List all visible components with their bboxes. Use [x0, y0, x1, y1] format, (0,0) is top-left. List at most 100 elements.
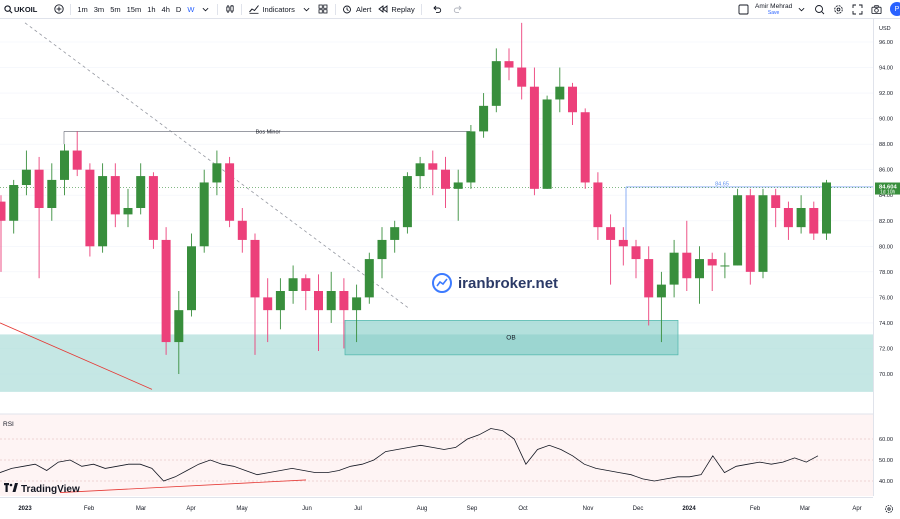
candle-body: [187, 246, 196, 311]
y-tick-label: 70.00: [879, 372, 893, 378]
publish-button[interactable]: P: [890, 2, 900, 16]
candle-body: [47, 179, 57, 208]
y-tick-label: 96.00: [879, 40, 893, 46]
y-tick-label: 80.00: [879, 244, 893, 250]
ob-box: [344, 320, 679, 356]
interval-d[interactable]: D: [175, 4, 182, 14]
watermark: iranbroker.net: [432, 273, 558, 293]
compare-symbol-button[interactable]: [50, 0, 67, 18]
x-tick-label: Mar: [800, 506, 810, 512]
interval-dropdown[interactable]: [197, 0, 214, 18]
dashed-trendline: [24, 22, 409, 308]
axis-settings-button[interactable]: [884, 501, 894, 519]
price-scale[interactable]: USD 70.00 72.00 74.00 76.00 78.00 80.00 82.00 8…: [873, 19, 900, 496]
candle: [580, 108, 590, 189]
candle: [136, 163, 146, 215]
ob-label: OB: [506, 335, 515, 342]
chevron-down-icon: [301, 4, 312, 15]
currency-label: USD: [879, 26, 891, 32]
divider: [334, 3, 336, 15]
interval-3m[interactable]: 3m: [93, 4, 105, 14]
alert-button[interactable]: Alert: [339, 0, 374, 18]
candle: [491, 48, 501, 113]
symbol-search[interactable]: UKOIL: [0, 0, 40, 18]
y-tick-label: 88.00: [879, 142, 893, 148]
candle-body: [796, 208, 806, 228]
candle-body: [644, 259, 654, 298]
x-tick-label: Aug: [417, 506, 428, 512]
candle: [60, 144, 69, 196]
candle-body: [72, 150, 82, 170]
candle-body: [466, 131, 476, 183]
chart-type-button[interactable]: [221, 0, 238, 18]
candle-body: [568, 86, 577, 113]
layout-name-button[interactable]: Amir Mehrad Save: [755, 3, 792, 16]
candle-body: [161, 239, 171, 343]
candle: [529, 67, 539, 196]
layout-box-icon[interactable]: [738, 4, 749, 15]
candle: [377, 227, 387, 279]
interval-4h[interactable]: 4h: [161, 4, 170, 14]
interval-15m[interactable]: 15m: [126, 4, 142, 14]
candle: [466, 125, 476, 189]
x-tick-label: Feb: [750, 506, 761, 512]
candle: [682, 220, 692, 291]
candle: [288, 265, 298, 304]
candle: [504, 48, 514, 81]
quick-search-icon[interactable]: [814, 4, 825, 15]
candle: [161, 227, 171, 355]
chevron-down-icon: [200, 4, 211, 15]
candle: [745, 188, 755, 285]
gear-icon[interactable]: [833, 4, 844, 15]
undo-button[interactable]: [429, 0, 446, 18]
candle-body: [479, 105, 489, 132]
candle: [352, 284, 362, 343]
redo-button[interactable]: [450, 0, 467, 18]
fullscreen-icon[interactable]: [852, 4, 863, 15]
rsi-tick-label: 40.00: [879, 479, 893, 485]
last-price-badge: [875, 182, 900, 195]
indicator-templates-button[interactable]: [298, 0, 315, 18]
indicators-button[interactable]: Indicators: [245, 0, 298, 18]
interval-w[interactable]: W: [187, 4, 195, 14]
x-tick-label: Dec: [633, 506, 644, 512]
replay-button[interactable]: Replay: [374, 0, 417, 18]
rsi-label: RSI: [3, 421, 14, 428]
layout-button[interactable]: [315, 0, 332, 18]
candle: [364, 252, 374, 304]
time-axis[interactable]: 2023 Feb Mar Apr May Jun Jul Aug Sep Oct Nov Dec 202…: [0, 497, 873, 516]
x-tick-label: May: [236, 506, 247, 512]
user-name: Amir Mehrad: [755, 2, 793, 10]
candle-body: [580, 112, 590, 183]
candle: [34, 156, 44, 279]
interval-1h[interactable]: 1h: [147, 4, 156, 14]
candle: [822, 179, 831, 240]
x-tick-label: 2023: [18, 506, 32, 512]
x-tick-label: Jun: [302, 506, 312, 512]
last-price-countdown: 1d 10h: [880, 190, 896, 196]
candle-body: [339, 291, 349, 311]
candle: [453, 169, 463, 221]
candle-body: [174, 310, 184, 343]
indicators-icon: [248, 4, 259, 15]
rsi-divergence-line: [59, 479, 307, 493]
chevron-down-icon[interactable]: [796, 4, 807, 15]
candle: [695, 246, 704, 304]
candle-body: [301, 278, 311, 291]
y-tick-label: 74.00: [879, 321, 893, 327]
x-tick-label: Jul: [354, 506, 362, 512]
candle-body: [695, 259, 704, 279]
x-tick-label: Sep: [467, 506, 478, 512]
indicators-label: Indicators: [262, 4, 295, 14]
camera-icon[interactable]: [871, 4, 882, 15]
price-chart[interactable]: OB Bos Minor 84.65 RSI: [0, 19, 873, 497]
candle-body: [415, 163, 425, 177]
candle-body: [517, 67, 527, 87]
candle: [568, 82, 577, 125]
candle-body: [263, 297, 273, 311]
interval-5m[interactable]: 5m: [110, 4, 121, 14]
replay-label: Replay: [391, 4, 415, 14]
interval-1m[interactable]: 1m: [77, 4, 88, 14]
symbol-name: UKOIL: [14, 4, 38, 14]
candle-body: [593, 182, 603, 228]
